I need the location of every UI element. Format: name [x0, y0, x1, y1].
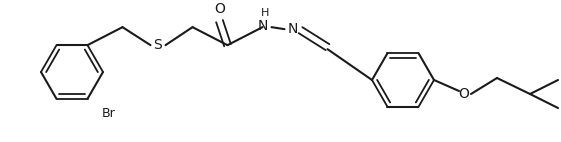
Text: S: S	[153, 38, 162, 52]
Text: O: O	[458, 87, 470, 101]
Text: N: N	[287, 22, 298, 36]
Text: O: O	[214, 2, 225, 16]
Text: H: H	[261, 8, 270, 18]
Text: Br: Br	[102, 107, 115, 120]
Text: N: N	[257, 19, 268, 33]
